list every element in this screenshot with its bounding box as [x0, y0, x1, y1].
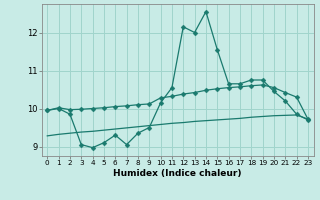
X-axis label: Humidex (Indice chaleur): Humidex (Indice chaleur)	[113, 169, 242, 178]
